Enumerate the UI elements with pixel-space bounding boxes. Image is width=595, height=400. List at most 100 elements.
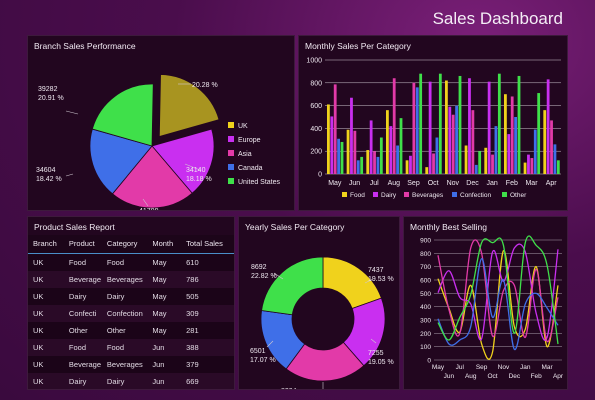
bar-dairy-may[interactable] [330,116,334,174]
bar-confection-may[interactable] [337,138,340,174]
bar-other-sep[interactable] [419,73,423,174]
table-row[interactable]: UK Dairy Dairy May 505 [28,287,234,305]
line-series-3[interactable] [437,258,559,350]
branch-sales-title: Branch Sales Performance [34,41,136,51]
bar-confection-jun[interactable] [356,160,360,174]
bar-dairy-oct[interactable] [428,81,432,174]
bar-other-apr[interactable] [556,160,560,174]
column-header-category[interactable]: Category [101,235,148,254]
legend-swatch-food [342,192,347,197]
yearly-label-food-value: 7437 [368,267,384,274]
bar-food-apr[interactable] [543,110,547,174]
line-series-1[interactable] [437,243,559,341]
product-sales-title: Product Sales Report [34,222,115,232]
bar-confection-oct[interactable] [435,137,439,174]
bar-other-mar[interactable] [537,93,541,174]
bar-other-feb[interactable] [517,75,521,174]
bar-food-jan[interactable] [484,147,488,174]
table-row[interactable]: UK Confecti Confection May 309 [28,304,234,322]
table-cell: UK [28,270,64,288]
table-cell: UK [28,321,64,339]
bar-food-may[interactable] [327,104,330,174]
table-cell: Food [101,253,148,271]
bar-food-mar[interactable] [523,162,527,174]
line-series-4[interactable] [437,235,559,345]
pie-slice-europe[interactable] [151,128,215,194]
branch-label-asia-value: 41709 [139,208,159,211]
table-row[interactable]: UK Food Food Jun 388 [28,338,234,356]
bar-other-may[interactable] [340,141,344,174]
bar-beverages-feb[interactable] [510,96,514,174]
pie-slice-united-states[interactable] [91,83,154,147]
bar-beverages-sep[interactable] [412,82,416,174]
table-cell: UK [28,355,64,373]
table-cell: Jun [147,338,182,356]
bar-dairy-mar[interactable] [527,154,530,174]
donut-slice-other[interactable] [261,256,324,316]
bar-dairy-apr[interactable] [546,79,550,174]
bar-food-jul[interactable] [366,150,370,174]
bar-dairy-jun[interactable] [350,97,353,174]
bar-food-jun[interactable] [346,129,350,174]
column-header-total-sales[interactable]: Total Sales [181,235,234,254]
bar-beverages-jan[interactable] [491,154,494,174]
bar-confection-jul[interactable] [376,156,380,174]
bar-food-oct[interactable] [425,167,429,174]
table-row[interactable]: UK Other Other May 281 [28,321,234,339]
bar-food-dec[interactable] [464,145,468,175]
bar-confection-sep[interactable] [415,87,419,174]
bar-confection-feb[interactable] [514,117,517,174]
bar-dairy-dec[interactable] [468,78,471,174]
column-header-product[interactable]: Product [63,235,102,254]
bar-dairy-feb[interactable] [507,134,511,174]
pie-slice-canada[interactable] [89,128,153,195]
line-series-2[interactable] [437,239,559,342]
table-row[interactable]: UK Beverage Beverages Jun 379 [28,355,234,373]
pie-slice-asia[interactable] [111,145,193,209]
bar-other-nov[interactable] [458,75,462,174]
bar-y-tick-label: 1000 [306,58,322,65]
bar-food-aug[interactable] [386,110,389,174]
bar-dairy-sep[interactable] [409,155,412,174]
bar-food-feb[interactable] [504,94,507,174]
bar-other-aug[interactable] [399,118,403,174]
bar-food-nov[interactable] [445,80,448,174]
bar-beverages-nov[interactable] [451,114,455,174]
bar-other-jun[interactable] [360,156,364,174]
bar-other-jan[interactable] [497,73,501,174]
bar-confection-jan[interactable] [494,126,498,174]
line-x-tick-label: Apr [553,373,564,380]
bar-dairy-aug[interactable] [389,126,393,174]
bar-beverages-may[interactable] [333,84,337,174]
pie-slice-uk[interactable] [158,74,220,138]
bar-food-sep[interactable] [405,160,409,174]
bar-beverages-jul[interactable] [373,151,376,174]
column-header-branch[interactable]: Branch [28,235,64,254]
table-row[interactable]: UK Beverage Beverages May 786 [28,270,234,288]
table-row[interactable]: UK Dairy Dairy Jun 669 [28,372,234,389]
column-header-month[interactable]: Month [147,235,182,254]
table-cell: Jun [147,355,182,373]
bar-beverages-apr[interactable] [550,120,553,174]
bar-dairy-jul[interactable] [369,120,373,174]
table-cell: Dairy [63,287,102,305]
bar-confection-dec[interactable] [474,164,478,174]
line-y-tick-label: 800 [420,251,431,258]
bar-beverages-mar[interactable] [530,158,534,174]
bar-beverages-dec[interactable] [471,110,475,174]
bar-confection-apr[interactable] [553,144,557,174]
bar-dairy-nov[interactable] [448,106,452,174]
bar-confection-nov[interactable] [455,105,458,174]
bar-x-tick-label: Nov [447,180,460,187]
table-row[interactable]: UK Food Food May 610 [28,253,234,271]
table-cell: Food [63,338,102,356]
bar-beverages-jun[interactable] [353,130,357,174]
bar-other-dec[interactable] [478,151,482,174]
bar-confection-mar[interactable] [533,129,537,174]
bar-beverages-aug[interactable] [392,78,396,174]
bar-confection-aug[interactable] [396,145,399,175]
bar-beverages-oct[interactable] [432,153,435,174]
bar-dairy-jan[interactable] [487,81,491,174]
bar-other-jul[interactable] [379,137,383,174]
bar-other-oct[interactable] [438,73,442,174]
